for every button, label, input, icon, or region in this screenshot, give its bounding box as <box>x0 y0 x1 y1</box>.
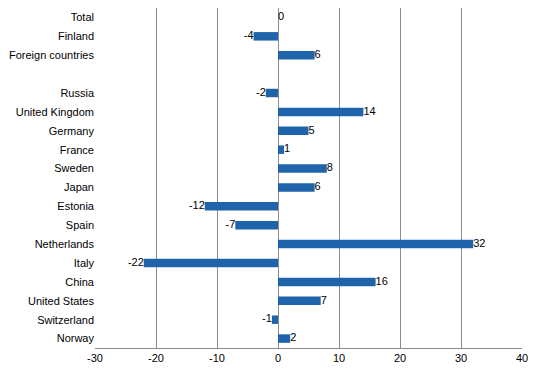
svg-text:-1: -1 <box>262 312 272 324</box>
svg-text:6: 6 <box>315 48 321 60</box>
svg-text:Switzerland: Switzerland <box>37 314 94 326</box>
svg-text:16: 16 <box>376 275 388 287</box>
svg-text:2: 2 <box>290 331 296 343</box>
svg-text:Norway: Norway <box>57 332 95 344</box>
svg-text:30: 30 <box>455 352 467 364</box>
svg-text:-20: -20 <box>148 352 164 364</box>
svg-text:10: 10 <box>333 352 345 364</box>
svg-text:0: 0 <box>278 10 284 22</box>
svg-text:-7: -7 <box>226 218 236 230</box>
svg-text:Foreign countries: Foreign countries <box>9 49 94 61</box>
svg-text:Total: Total <box>71 11 94 23</box>
svg-text:0: 0 <box>275 352 281 364</box>
svg-text:Germany: Germany <box>49 125 95 137</box>
svg-text:8: 8 <box>327 161 333 173</box>
svg-text:Estonia: Estonia <box>57 200 95 212</box>
svg-text:-4: -4 <box>244 29 254 41</box>
svg-text:United States: United States <box>28 295 95 307</box>
svg-text:7: 7 <box>321 294 327 306</box>
svg-text:20: 20 <box>394 352 406 364</box>
svg-text:-30: -30 <box>87 352 103 364</box>
svg-text:32: 32 <box>473 237 485 249</box>
svg-text:Russia: Russia <box>60 87 95 99</box>
svg-text:France: France <box>60 144 94 156</box>
svg-text:40: 40 <box>516 352 528 364</box>
svg-text:-12: -12 <box>189 199 205 211</box>
svg-text:Netherlands: Netherlands <box>35 238 95 250</box>
svg-text:Spain: Spain <box>66 219 94 231</box>
svg-text:-10: -10 <box>209 352 225 364</box>
svg-text:Sweden: Sweden <box>54 162 94 174</box>
svg-text:6: 6 <box>315 180 321 192</box>
svg-text:United Kingdom: United Kingdom <box>16 106 94 118</box>
svg-text:-2: -2 <box>256 86 266 98</box>
svg-text:Finland: Finland <box>58 30 94 42</box>
svg-text:-22: -22 <box>128 256 144 268</box>
svg-text:14: 14 <box>363 105 375 117</box>
svg-text:Japan: Japan <box>64 181 94 193</box>
svg-text:1: 1 <box>284 142 290 154</box>
svg-text:5: 5 <box>309 124 315 136</box>
svg-text:China: China <box>65 276 95 288</box>
svg-text:Italy: Italy <box>74 257 95 269</box>
